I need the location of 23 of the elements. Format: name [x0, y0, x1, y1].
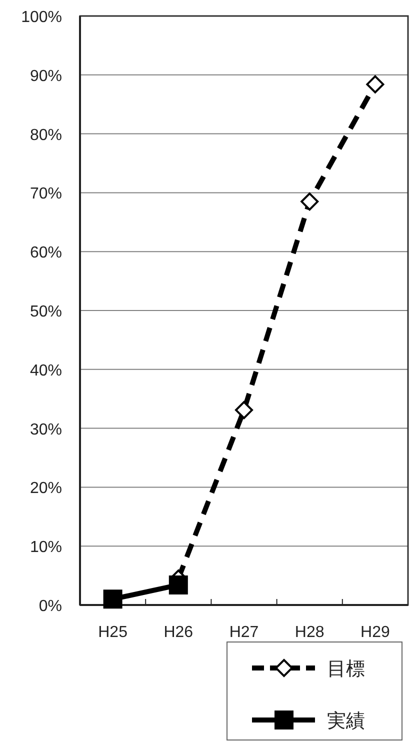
- x-tick-label: H25: [98, 624, 128, 641]
- point: [103, 590, 122, 609]
- y-tick-label: 90%: [30, 68, 62, 85]
- point: [366, 75, 384, 94]
- x-tick-label: H27: [229, 624, 259, 641]
- point: [300, 192, 319, 211]
- y-tick-label: 70%: [30, 186, 62, 203]
- y-tick-label: 10%: [30, 539, 62, 556]
- x-tick-label: H28: [294, 624, 324, 641]
- y-tick-label: 30%: [30, 421, 62, 438]
- x-tick-label: H29: [360, 624, 390, 641]
- y-tick-label: 80%: [30, 126, 62, 144]
- y-tick-label: 60%: [30, 244, 62, 262]
- y-tick-label: 40%: [30, 362, 62, 380]
- point: [168, 575, 188, 594]
- legend-label: 実績: [327, 710, 365, 732]
- y-tick-label: 100%: [21, 9, 62, 26]
- y-tick-label: 50%: [30, 304, 62, 320]
- y-tick-label: 0%: [38, 598, 62, 615]
- y-tick-label: 20%: [30, 480, 62, 498]
- legend-label: 目標: [327, 659, 365, 680]
- x-tick-label: H26: [164, 624, 194, 641]
- point: [235, 401, 253, 420]
